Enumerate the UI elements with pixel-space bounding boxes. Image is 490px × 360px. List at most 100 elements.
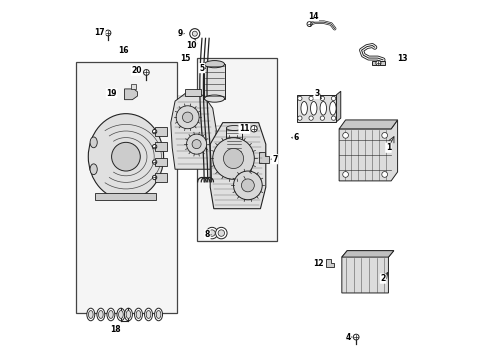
Bar <box>155 173 167 182</box>
Polygon shape <box>326 259 334 267</box>
Ellipse shape <box>226 126 242 131</box>
Polygon shape <box>210 123 266 209</box>
Circle shape <box>307 22 312 27</box>
Circle shape <box>218 230 224 236</box>
Text: 9: 9 <box>178 29 183 38</box>
Polygon shape <box>342 251 394 257</box>
Polygon shape <box>339 120 397 129</box>
Polygon shape <box>124 89 137 100</box>
Text: 20: 20 <box>131 66 142 75</box>
Ellipse shape <box>87 308 95 321</box>
Text: 14: 14 <box>308 12 319 21</box>
Circle shape <box>213 138 254 179</box>
Bar <box>155 127 167 136</box>
Circle shape <box>331 116 336 120</box>
Ellipse shape <box>155 308 163 321</box>
Text: 19: 19 <box>106 89 117 98</box>
Text: 5: 5 <box>199 64 204 73</box>
Ellipse shape <box>156 311 161 319</box>
Circle shape <box>152 160 157 164</box>
Bar <box>372 61 385 65</box>
Circle shape <box>234 171 262 200</box>
Circle shape <box>152 130 157 134</box>
Text: 11: 11 <box>239 124 249 133</box>
Bar <box>204 64 224 99</box>
Circle shape <box>209 230 215 236</box>
Circle shape <box>144 69 149 75</box>
Ellipse shape <box>226 154 242 159</box>
Ellipse shape <box>136 311 141 319</box>
Circle shape <box>192 31 197 36</box>
Circle shape <box>112 142 140 171</box>
Ellipse shape <box>301 102 307 115</box>
Ellipse shape <box>320 102 326 115</box>
Ellipse shape <box>311 102 317 115</box>
Bar <box>185 89 201 96</box>
Circle shape <box>382 132 388 138</box>
Polygon shape <box>342 251 394 293</box>
Bar <box>297 95 337 122</box>
Circle shape <box>382 172 388 177</box>
Circle shape <box>376 60 381 66</box>
Circle shape <box>251 126 257 132</box>
Text: 8: 8 <box>205 230 210 239</box>
Circle shape <box>182 112 193 122</box>
Text: 18: 18 <box>111 325 121 334</box>
Polygon shape <box>337 91 341 122</box>
Ellipse shape <box>89 311 93 319</box>
Circle shape <box>320 96 324 100</box>
Circle shape <box>187 134 207 154</box>
Ellipse shape <box>117 308 125 321</box>
Circle shape <box>105 30 111 36</box>
Circle shape <box>242 179 254 192</box>
Circle shape <box>309 96 313 100</box>
Ellipse shape <box>124 308 132 321</box>
Ellipse shape <box>330 102 336 115</box>
Text: 10: 10 <box>186 41 196 50</box>
Text: 4: 4 <box>345 333 351 342</box>
Ellipse shape <box>204 60 224 68</box>
Bar <box>96 193 156 200</box>
Circle shape <box>331 96 336 100</box>
Polygon shape <box>171 90 216 169</box>
Ellipse shape <box>90 164 97 175</box>
Circle shape <box>192 140 201 149</box>
Bar <box>131 84 136 89</box>
Text: 7: 7 <box>272 155 277 164</box>
Ellipse shape <box>97 308 105 321</box>
Circle shape <box>343 172 348 177</box>
Text: 17: 17 <box>95 28 105 37</box>
Ellipse shape <box>135 308 143 321</box>
Bar <box>155 142 167 151</box>
Ellipse shape <box>146 311 151 319</box>
Circle shape <box>190 29 200 39</box>
Text: 6: 6 <box>294 133 298 142</box>
Circle shape <box>343 132 348 138</box>
Ellipse shape <box>107 308 115 321</box>
Text: 1: 1 <box>386 143 391 152</box>
Text: 2: 2 <box>380 274 386 283</box>
Circle shape <box>152 175 157 180</box>
Text: 12: 12 <box>314 259 324 268</box>
Circle shape <box>223 148 244 168</box>
Circle shape <box>320 116 324 120</box>
Circle shape <box>353 334 359 340</box>
Ellipse shape <box>109 311 113 319</box>
Circle shape <box>298 96 302 100</box>
Bar <box>226 128 242 157</box>
Text: 3: 3 <box>314 89 319 98</box>
Ellipse shape <box>90 137 97 148</box>
Ellipse shape <box>98 311 103 319</box>
Ellipse shape <box>204 95 224 102</box>
Circle shape <box>309 116 313 120</box>
Polygon shape <box>339 120 397 181</box>
Ellipse shape <box>119 311 123 319</box>
Circle shape <box>298 116 302 120</box>
Text: 13: 13 <box>397 54 408 63</box>
Bar <box>155 158 167 166</box>
Circle shape <box>206 227 218 239</box>
Polygon shape <box>259 152 269 163</box>
Bar <box>196 58 277 241</box>
Ellipse shape <box>88 114 164 200</box>
Bar <box>76 62 177 313</box>
